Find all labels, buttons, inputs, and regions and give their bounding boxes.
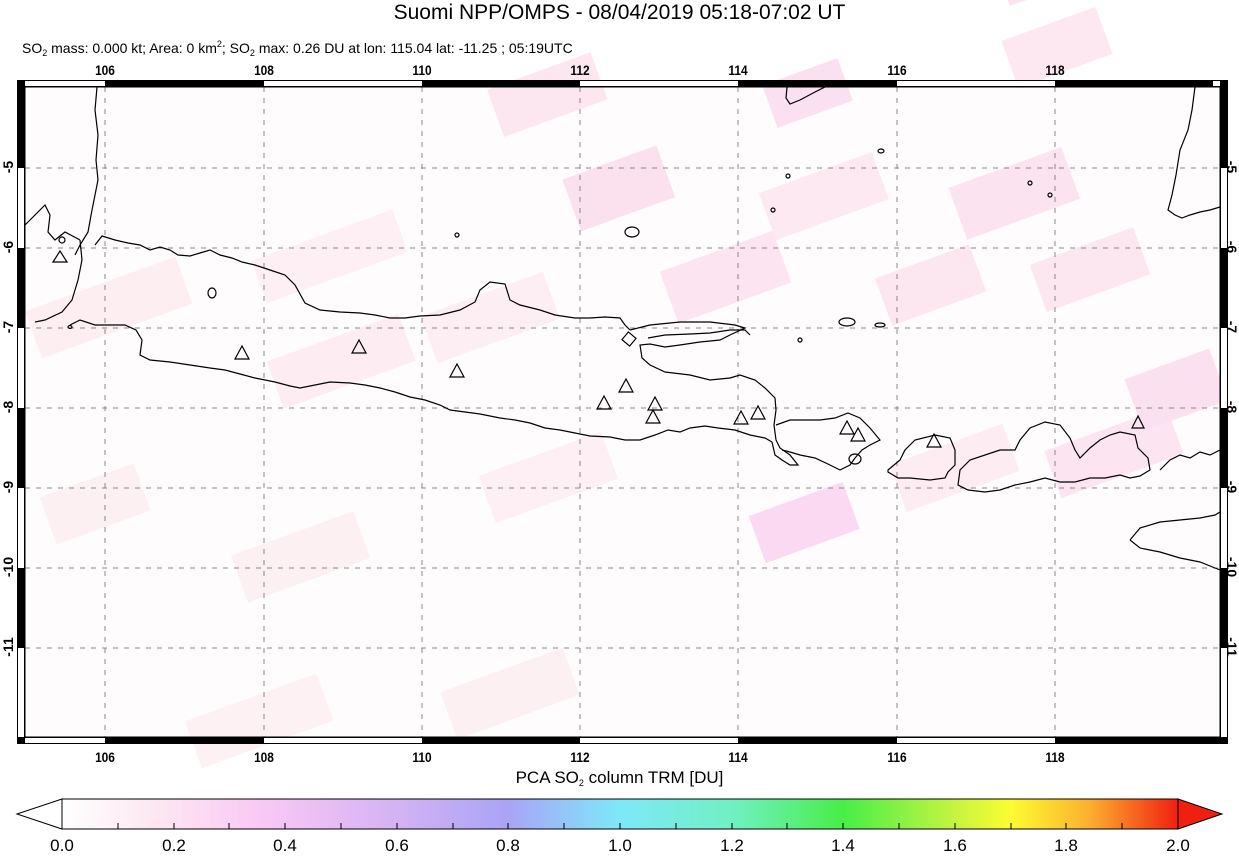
volcano-triangle-icon [849,426,867,442]
gridlines [25,87,1220,737]
colorbar-tick-label: 0.8 [496,836,520,855]
colorbar-tick-label: 0.4 [273,836,297,855]
volcano-triangle-icon [350,338,368,354]
lat-label-right: -11 [1224,637,1239,657]
volcano-triangle-icon [448,362,466,378]
lon-label-bottom: 112 [570,749,590,765]
lon-label-top: 116 [887,62,907,78]
lat-label-left: -8 [0,400,16,414]
volcano-triangle-icon [51,249,69,263]
colorbar-max-arrow-icon [1177,798,1224,830]
colorbar-title: PCA SO2 column TRM [DU] [515,768,724,788]
volcano-triangle-icon [233,344,251,360]
colorbar [15,798,1224,830]
lat-label-left: -5 [0,160,16,174]
lat-label-left: -11 [0,637,16,657]
lon-label-bottom: 108 [254,749,274,765]
volcano-triangle-icon [646,395,664,411]
colorbar-tick-label: 1.2 [720,836,744,855]
lat-label-right: -9 [1224,480,1239,494]
volcano-triangle-icon [644,408,662,424]
colorbar-tick-label: 1.0 [608,836,632,855]
lat-label-right: -10 [1224,556,1239,578]
volcano-triangle-icon [732,409,750,425]
lat-label-left: -7 [0,320,16,334]
lat-label-left: -9 [0,480,16,494]
lon-label-top: 106 [95,62,115,78]
lon-label-bottom: 116 [887,749,907,765]
volcano-triangle-icon [617,377,635,393]
volcano-triangle-icon [595,394,613,410]
lat-label-right: -6 [1224,240,1239,254]
volcano-triangle-icon [925,432,943,448]
map-frame [17,80,1228,744]
lon-label-bottom: 110 [412,749,432,765]
lat-label-right: -8 [1224,400,1239,414]
map-title: Suomi NPP/OMPS - 08/04/2019 05:18-07:02 … [393,1,846,24]
colorbar-tick-label: 0.6 [385,836,409,855]
colorbar-tick-label: 0.2 [162,836,186,855]
lon-label-top: 118 [1045,62,1065,78]
colorbar-tick-label: 1.6 [943,836,967,855]
map-subtitle: SO2 mass: 0.000 kt; Area: 0 km2; SO2 max… [22,39,573,58]
lon-label-bottom: 106 [95,749,115,765]
volcano-triangle-icon [749,404,767,420]
lon-label-top: 108 [254,62,274,78]
volcano-triangle-icon [838,419,856,435]
lat-label-right: -5 [1224,160,1239,174]
lat-label-right: -7 [1224,320,1239,334]
lat-label-left: -10 [0,556,16,578]
coastlines [24,86,1221,571]
colorbar-tick-label: 0.0 [50,836,74,855]
colorbar-min-arrow-icon [15,798,63,830]
lon-label-top: 110 [412,62,432,78]
lat-label-left: -6 [0,240,16,254]
colorbar-tick-label: 2.0 [1166,836,1190,855]
lon-label-bottom: 118 [1045,749,1065,765]
volcano-markers [51,249,1145,448]
colorbar-tick-label: 1.4 [831,836,855,855]
lon-label-bottom: 114 [728,749,748,765]
volcano-triangle-icon [1131,414,1145,429]
lon-label-top: 112 [570,62,590,78]
colorbar-tick-label: 1.8 [1054,836,1078,855]
lon-label-top: 114 [728,62,748,78]
